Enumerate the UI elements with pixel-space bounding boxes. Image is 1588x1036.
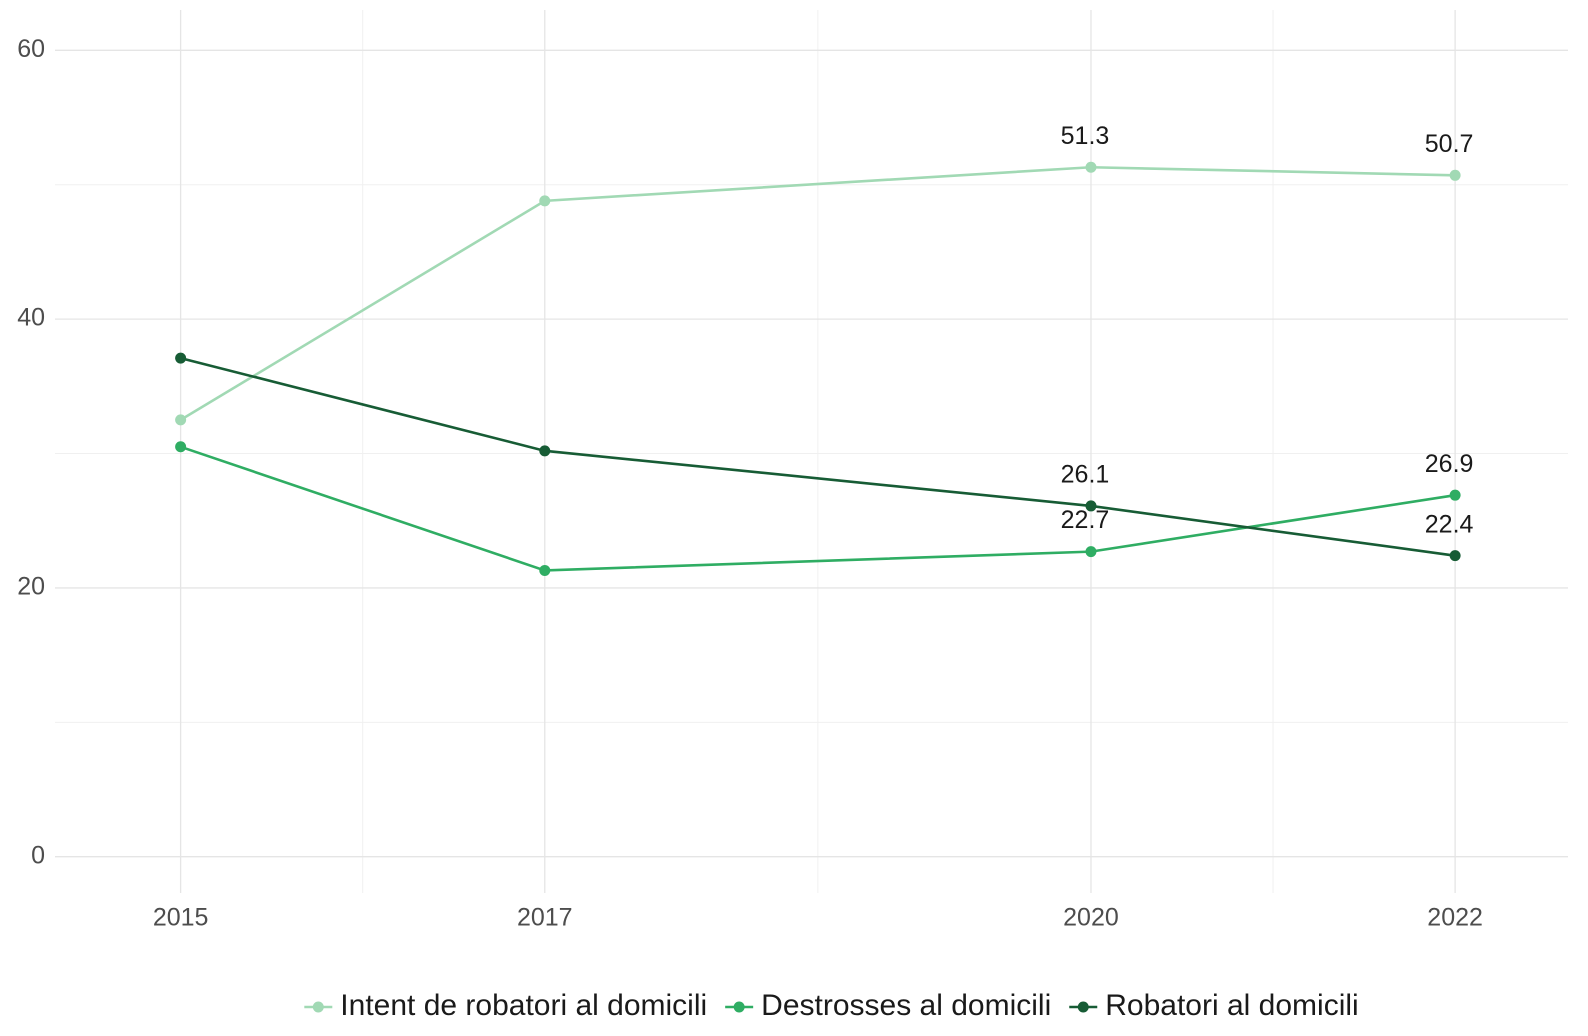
data-point [175,441,187,453]
x-tick-label: 2022 [1427,904,1483,932]
data-point [1085,500,1097,512]
value-label: 26.1 [1061,461,1110,489]
grid: 0 20 40 60 2015 2017 2020 2022 [17,10,1568,932]
data-point [539,445,551,457]
value-label: 26.9 [1425,450,1474,478]
data-point [1449,169,1461,181]
value-label: 51.3 [1061,122,1110,150]
legend-point [733,1001,745,1013]
y-tick-label: 20 [17,573,45,601]
legend-label: Intent de robatori al domicili [340,989,707,1022]
data-point [539,564,551,576]
data-point [1085,161,1097,173]
data-point [175,352,187,364]
data-point [539,195,551,207]
series-line [180,445,1456,572]
data-point [175,414,187,426]
plot: 51.3 50.7 22.7 26.9 26.1 22.4 [175,122,1474,576]
legend-label: Robatori al domicili [1105,989,1358,1022]
x-tick-label: 2017 [517,904,573,932]
legend-point [1077,1001,1089,1013]
series-line [179,165,1456,422]
y-tick-label: 40 [17,304,45,332]
legend-point [312,1001,324,1013]
value-label: 22.7 [1061,506,1110,534]
data-point [1449,489,1461,501]
legend: Intent de robatori al domicili Destrosses… [304,989,1359,1022]
y-tick-label: 0 [31,841,45,869]
data-point [1449,550,1461,562]
value-label: 50.7 [1425,130,1474,158]
x-tick-label: 2015 [153,904,209,932]
legend-label: Destrosses al domicili [761,989,1051,1022]
y-tick-label: 60 [17,35,45,63]
series-line [180,356,1456,557]
data-point [1085,546,1097,558]
value-label: 22.4 [1425,510,1474,538]
x-tick-label: 2020 [1063,904,1119,932]
